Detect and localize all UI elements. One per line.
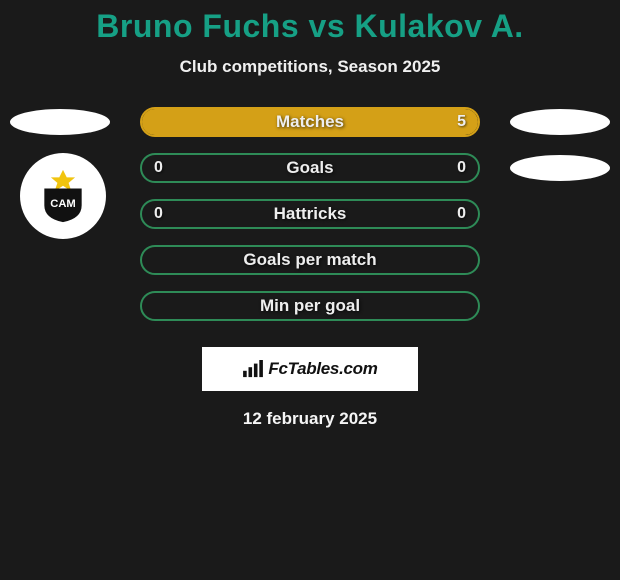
date-label: 12 february 2025	[0, 409, 620, 429]
brand: FcTables.com	[242, 359, 377, 379]
stats-area: Matches5 Goals00 CAM Hattricks00 Goals per…	[0, 107, 620, 337]
player-slot-right	[510, 155, 610, 181]
subtitle: Club competitions, Season 2025	[0, 57, 620, 77]
stat-row: Goals per match	[0, 245, 620, 291]
stat-row: Goals00 CAM	[0, 153, 620, 199]
stat-row: Matches5	[0, 107, 620, 153]
stat-bar: Goals00	[140, 153, 480, 183]
brand-box: FcTables.com	[202, 347, 418, 391]
player-slot-left	[10, 109, 110, 135]
stat-bar: Min per goal	[140, 291, 480, 321]
stat-label: Goals per match	[142, 250, 478, 270]
comparison-card: Bruno Fuchs vs Kulakov A. Club competiti…	[0, 0, 620, 580]
player-slot-right	[510, 109, 610, 135]
stat-bar: Goals per match	[140, 245, 480, 275]
stat-label: Goals	[142, 158, 478, 178]
bars-icon	[242, 360, 264, 378]
stat-row: Min per goal	[0, 291, 620, 337]
stat-bar: Matches5	[140, 107, 480, 137]
stat-label: Matches	[142, 112, 478, 132]
stat-label: Min per goal	[142, 296, 478, 316]
page-title: Bruno Fuchs vs Kulakov A.	[0, 8, 620, 45]
brand-label: FcTables.com	[268, 359, 377, 379]
stat-bar: Hattricks00	[140, 199, 480, 229]
stat-row: Hattricks00	[0, 199, 620, 245]
stat-label: Hattricks	[142, 204, 478, 224]
